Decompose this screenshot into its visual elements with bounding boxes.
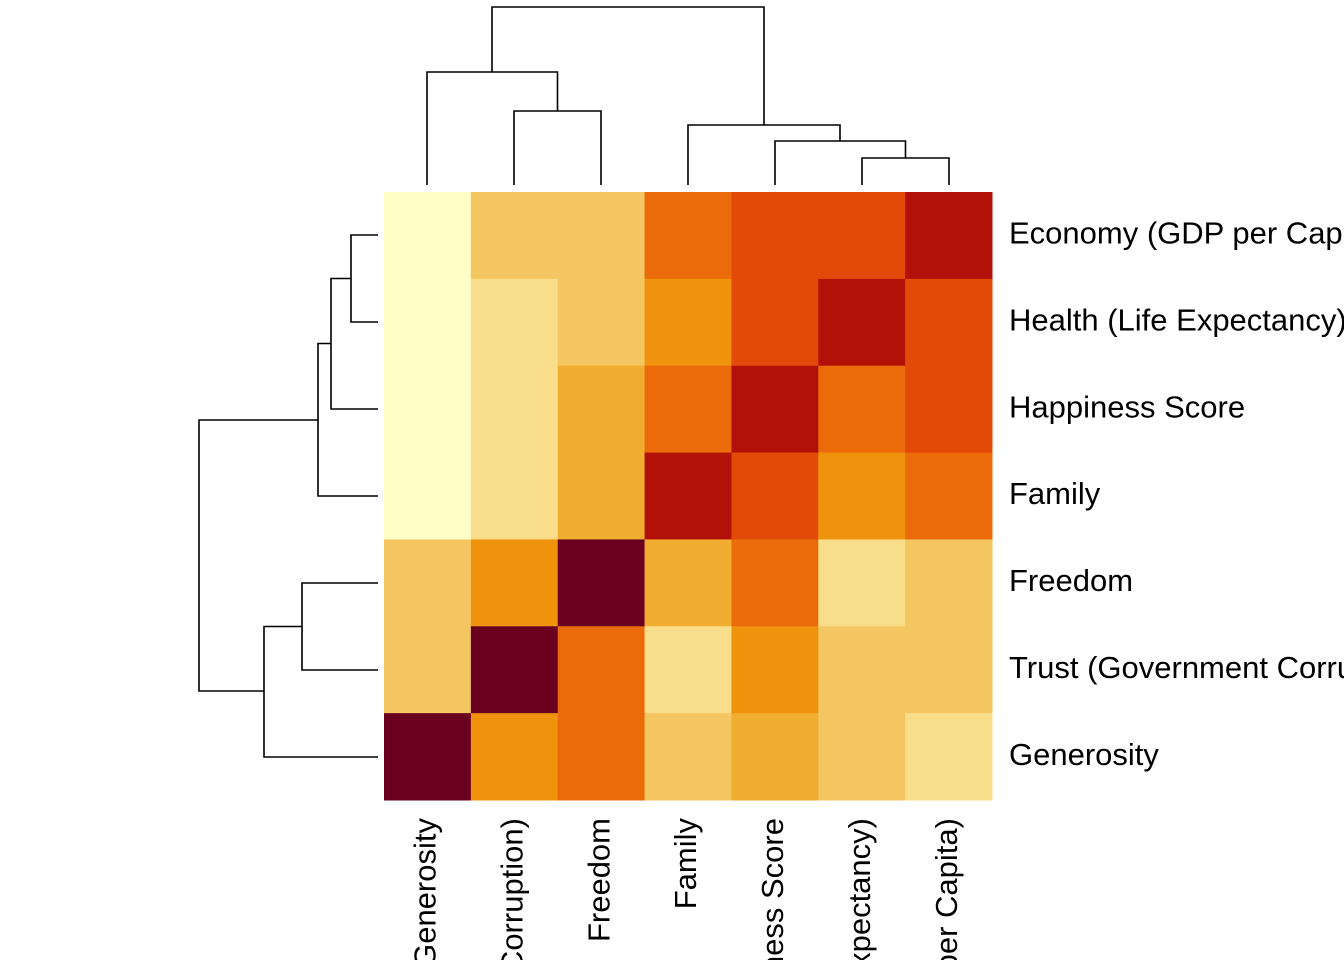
heatmap-cell bbox=[470, 365, 559, 454]
heatmap-cell bbox=[384, 713, 472, 801]
heatmap-cell bbox=[644, 539, 732, 627]
dendrogram-branch bbox=[301, 582, 378, 671]
heatmap-cell bbox=[644, 626, 732, 714]
row-label: Economy (GDP per Capita) bbox=[1009, 216, 1344, 251]
heatmap-cell bbox=[384, 626, 472, 714]
dendrogram-branch bbox=[350, 234, 378, 323]
row-label: Family bbox=[1009, 476, 1101, 511]
heatmap-cell bbox=[470, 713, 559, 801]
heatmap-cell bbox=[818, 626, 906, 714]
heatmap-cell bbox=[905, 539, 993, 627]
row-label: Freedom bbox=[1009, 563, 1133, 598]
heatmap-cells bbox=[384, 192, 993, 801]
heatmap-cell bbox=[470, 192, 559, 280]
heatmap-cell bbox=[384, 365, 472, 454]
heatmap-cell bbox=[557, 192, 646, 280]
row-dendrogram bbox=[198, 234, 378, 758]
dendrogram-branch bbox=[774, 140, 907, 185]
heatmap-cell bbox=[384, 192, 472, 280]
dendrogram-branch bbox=[513, 110, 602, 185]
dendrogram-branch bbox=[330, 277, 378, 410]
dendrogram-branch bbox=[426, 71, 559, 185]
heatmap-cell bbox=[818, 278, 906, 367]
heatmap-cell bbox=[905, 278, 993, 367]
heatmap-cell bbox=[644, 713, 732, 801]
heatmap-cell bbox=[384, 278, 472, 367]
heatmap-cell bbox=[905, 365, 993, 454]
heatmap-cell bbox=[557, 278, 646, 367]
heatmap-cell bbox=[731, 713, 819, 801]
heatmap-cell bbox=[557, 365, 646, 454]
heatmap-cell bbox=[470, 626, 559, 714]
heatmap-cell bbox=[905, 452, 993, 540]
heatmap-cell bbox=[557, 626, 646, 714]
heatmap-cell bbox=[384, 452, 472, 540]
dendrogram-branch bbox=[491, 6, 765, 125]
heatmap-cell bbox=[818, 192, 906, 280]
column-label: Economy (GDP per Capita) bbox=[929, 818, 964, 960]
heatmap-cell bbox=[644, 192, 732, 280]
heatmap-cell bbox=[644, 278, 732, 367]
heatmap-cell bbox=[731, 192, 819, 280]
heatmap-cell bbox=[470, 278, 559, 367]
heatmap-cell bbox=[644, 365, 732, 454]
row-label: Trust (Government Corruption) bbox=[1009, 650, 1344, 685]
heatmap-cell bbox=[905, 192, 993, 280]
heatmap-cell bbox=[905, 626, 993, 714]
heatmap-cell bbox=[731, 626, 819, 714]
heatmap-cell bbox=[557, 452, 646, 540]
column-label: Happiness Score bbox=[755, 818, 790, 960]
row-label: Health (Life Expectancy) bbox=[1009, 302, 1344, 337]
heatmap-cell bbox=[731, 278, 819, 367]
column-label: Freedom bbox=[581, 818, 616, 942]
heatmap-cell bbox=[818, 452, 906, 540]
heatmap-cell bbox=[470, 539, 559, 627]
heatmap-cell bbox=[557, 713, 646, 801]
dendrogram-branch bbox=[687, 124, 841, 185]
heatmap-cell bbox=[731, 365, 819, 454]
dendrogram-branch bbox=[198, 419, 318, 692]
heatmap-cell bbox=[731, 539, 819, 627]
column-label: Family bbox=[668, 818, 703, 910]
heatmap-cell bbox=[818, 539, 906, 627]
heatmap-cell bbox=[818, 365, 906, 454]
heatmap-cell bbox=[731, 452, 819, 540]
heatmap-cell bbox=[384, 539, 472, 627]
heatmap-cell bbox=[644, 452, 732, 540]
dendrogram-branch bbox=[317, 342, 378, 497]
heatmap-cell bbox=[470, 452, 559, 540]
column-label: Health (Life Expectancy) bbox=[842, 818, 877, 960]
column-label: Generosity bbox=[408, 818, 443, 960]
heatmap-cell bbox=[557, 539, 646, 627]
row-label: Happiness Score bbox=[1009, 389, 1245, 424]
dendrogram-branch bbox=[263, 625, 378, 758]
column-dendrogram bbox=[426, 6, 950, 185]
heatmap-cell bbox=[818, 713, 906, 801]
heatmap-cell bbox=[905, 713, 993, 801]
dendrogram-branch bbox=[861, 157, 950, 185]
row-label: Generosity bbox=[1009, 737, 1159, 772]
column-label: Trust (Government Corruption) bbox=[494, 818, 529, 960]
